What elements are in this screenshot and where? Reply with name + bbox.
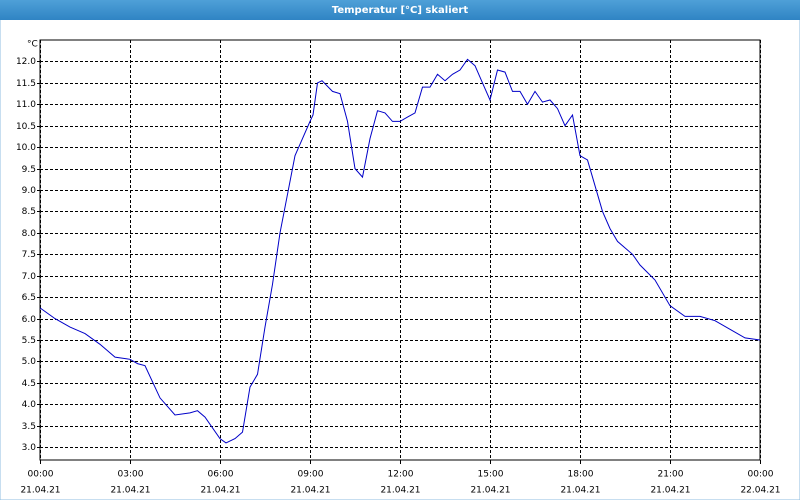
y-tick-label: 11.0 bbox=[16, 100, 36, 110]
y-tick-label: 9.0 bbox=[22, 186, 37, 196]
x-tick-label: 21:00 bbox=[658, 470, 684, 480]
x-tick-label: 09:00 bbox=[298, 470, 324, 480]
x-tick-label: 06:00 bbox=[208, 470, 234, 480]
y-tick-label: 10.0 bbox=[16, 143, 36, 153]
y-axis-unit: °C bbox=[27, 40, 38, 50]
y-tick-label: 4.0 bbox=[22, 400, 37, 410]
x-tick-label: 00:00 bbox=[28, 470, 54, 480]
line-series bbox=[39, 58, 761, 444]
y-tick-label: 7.5 bbox=[22, 250, 36, 260]
title-bar bbox=[0, 0, 800, 20]
x-tick-date: 21.04.21 bbox=[110, 486, 150, 496]
y-tick-label: 3.5 bbox=[22, 422, 36, 432]
x-tick-label: 03:00 bbox=[118, 470, 144, 480]
y-tick-label: 6.0 bbox=[22, 315, 37, 325]
y-tick-label: 7.0 bbox=[22, 272, 37, 282]
y-tick-label: 4.5 bbox=[22, 379, 36, 389]
x-tick-date: 21.04.21 bbox=[650, 486, 690, 496]
x-tick-label: 00:00 bbox=[748, 470, 774, 480]
x-tick-date: 21.04.21 bbox=[470, 486, 510, 496]
x-tick-label: 15:00 bbox=[478, 470, 504, 480]
x-tick-date: 22.04.21 bbox=[740, 486, 780, 496]
x-tick-date: 21.04.21 bbox=[380, 486, 420, 496]
x-tick-date: 21.04.21 bbox=[20, 486, 60, 496]
y-tick-label: 12.0 bbox=[16, 57, 36, 67]
y-tick-label: 8.0 bbox=[22, 229, 37, 239]
y-tick-label: 8.5 bbox=[22, 207, 36, 217]
x-tick-date: 21.04.21 bbox=[200, 486, 240, 496]
y-tick-label: 5.0 bbox=[22, 357, 37, 367]
y-tick-label: 5.5 bbox=[22, 336, 36, 346]
y-tick-label: 11.5 bbox=[16, 79, 36, 89]
chart-title: Temperatur [°C] skaliert bbox=[332, 5, 469, 16]
x-tick-date: 21.04.21 bbox=[560, 486, 600, 496]
x-tick-label: 12:00 bbox=[388, 470, 414, 480]
y-tick-label: 10.5 bbox=[16, 122, 36, 132]
y-tick-label: 6.5 bbox=[22, 293, 36, 303]
x-tick-label: 18:00 bbox=[568, 470, 594, 480]
x-tick-date: 21.04.21 bbox=[290, 486, 330, 496]
y-tick-label: 9.5 bbox=[22, 165, 36, 175]
y-tick-label: 3.0 bbox=[22, 443, 37, 453]
